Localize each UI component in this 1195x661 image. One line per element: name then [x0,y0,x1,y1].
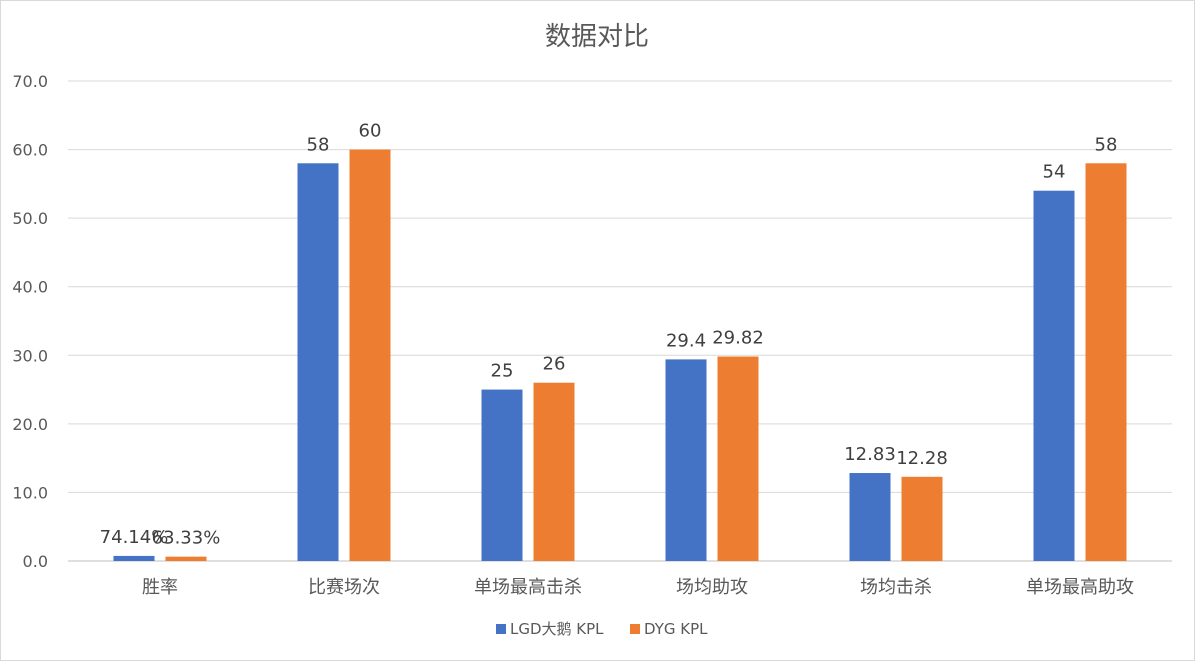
legend-label: DYG KPL [644,620,708,638]
legend: LGD大鹅 KPL DYG KPL [496,620,708,638]
data-label: 12.28 [896,448,948,469]
data-label: 29.4 [666,330,706,351]
y-tick-label: 40.0 [12,278,48,297]
y-tick-label: 60.0 [12,141,48,160]
category-label: 比赛场次 [308,577,380,598]
x-axis-categories: 胜率 比赛场次 单场最高击杀 场均助攻 场均击杀 单场最高助攻 [142,577,1134,598]
data-label: 26 [543,354,566,375]
bar [717,356,759,561]
legend-swatch [496,624,506,634]
y-axis-ticks: 0.0 10.0 20.0 30.0 40.0 50.0 60.0 70.0 [12,72,48,571]
y-tick-label: 20.0 [12,415,48,434]
bar [113,555,155,561]
bar [481,389,523,561]
category-label: 场均击杀 [860,577,932,598]
bar [533,382,575,561]
bar [297,163,339,562]
data-label: 74.14% [100,527,169,548]
data-label: 29.82 [712,328,764,349]
data-label: 12.83 [844,444,896,465]
data-label: 25 [491,361,514,382]
legend-label: LGD大鹅 KPL [510,620,604,638]
y-tick-label: 30.0 [12,346,48,365]
bar [849,473,891,561]
bar [349,149,391,562]
bar [165,556,207,561]
data-label: 58 [1095,134,1118,155]
y-tick-label: 10.0 [12,483,48,502]
category-label: 单场最高助攻 [1026,577,1134,598]
bar [1033,190,1075,561]
data-label: 60 [359,121,382,142]
bar [901,476,943,561]
bars [113,149,1127,562]
bar [665,359,707,561]
category-label: 胜率 [142,577,178,598]
data-label: 54 [1043,162,1066,183]
data-label: 58 [307,134,330,155]
legend-swatch [630,624,640,634]
data-label: 63.33% [152,528,221,549]
category-label: 场均助攻 [676,577,748,598]
bar [1085,163,1127,562]
y-tick-label: 0.0 [23,552,48,571]
chart-title: 数据对比 [545,22,649,52]
category-label: 单场最高击杀 [474,577,582,598]
y-tick-label: 70.0 [12,72,48,91]
data-labels: 74.14%63.33% 58 60 25 26 29.4 29.82 12.83 12.28 5… [100,121,1118,549]
y-tick-label: 50.0 [12,209,48,228]
gridlines [68,80,1172,562]
